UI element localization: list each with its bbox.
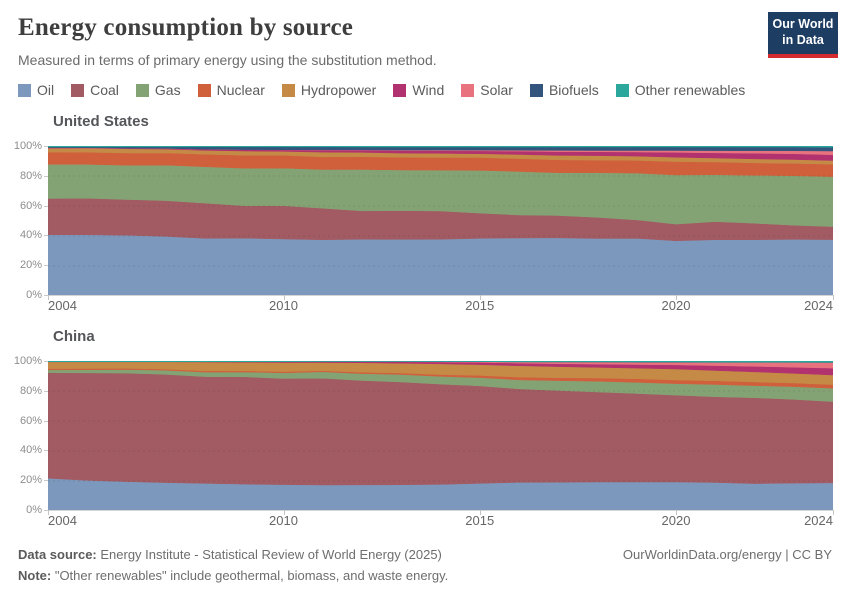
license-label[interactable]: CC BY xyxy=(792,547,832,562)
y-axis-label-100pct: 100% xyxy=(13,355,42,367)
legend-item-wind[interactable]: Wind xyxy=(393,82,444,98)
y-axis-tick xyxy=(44,420,48,422)
stacked-area-svg xyxy=(48,361,833,511)
y-axis-tick xyxy=(44,390,48,392)
legend-swatch xyxy=(461,83,475,97)
data-source-line: Data source: Energy Institute - Statisti… xyxy=(18,547,442,562)
y-axis-label-20pct: 20% xyxy=(19,259,42,272)
note-line: Note: "Other renewables" include geother… xyxy=(18,568,448,583)
data-source-label: Data source: xyxy=(18,547,97,562)
legend-swatch xyxy=(529,83,543,97)
y-axis-label-80pct: 80% xyxy=(19,169,42,182)
legend-item-hydropower[interactable]: Hydropower xyxy=(281,82,377,98)
data-source-text: Energy Institute - Statistical Review of… xyxy=(96,547,442,562)
legend-item-oil[interactable]: Oil xyxy=(18,82,54,98)
area-series-oil[interactable] xyxy=(48,234,833,296)
page-title: Energy consumption by source xyxy=(18,14,354,41)
x-axis-label-2024: 2024 xyxy=(804,298,833,313)
legend-label: Nuclear xyxy=(216,82,265,98)
legend: Oil Coal Gas Nuclear Hydropower Wind Solar Biof… xyxy=(18,82,745,98)
stacked-area-svg xyxy=(48,146,833,296)
legend-label: Coal xyxy=(90,82,119,98)
y-axis-tick xyxy=(44,450,48,452)
legend-label: Wind xyxy=(412,82,445,98)
footer-separator: | xyxy=(781,547,793,562)
owid-logo[interactable]: Our World in Data xyxy=(768,12,838,58)
x-axis-label-2010: 2010 xyxy=(269,298,298,313)
area-series-other-renewables[interactable] xyxy=(48,146,833,148)
chart-subtitle: Measured in terms of primary energy usin… xyxy=(18,52,437,68)
entity-label-china: China xyxy=(53,328,95,345)
legend-item-solar[interactable]: Solar xyxy=(461,82,513,98)
legend-label: Solar xyxy=(480,82,513,98)
entity-label-united-states: United States xyxy=(53,113,149,130)
x-axis-label-2024: 2024 xyxy=(804,513,833,528)
y-axis-label-40pct: 40% xyxy=(19,444,42,457)
y-axis-label-0pct: 0% xyxy=(26,504,42,516)
legend-swatch xyxy=(71,83,85,97)
legend-label: Other renewables xyxy=(634,82,746,98)
y-axis-label-20pct: 20% xyxy=(19,474,42,487)
x-axis-label-2020: 2020 xyxy=(661,513,691,528)
china-stacked-area-plot[interactable]: 0% 20% 40% 60% 80% 100% 2004 2010 2015 2020 2024 xyxy=(0,356,850,536)
y-axis-tick xyxy=(44,510,48,511)
x-axis-tick xyxy=(283,295,285,300)
x-axis-tick xyxy=(833,295,834,300)
footer-link-line: OurWorldinData.org/energy | CC BY xyxy=(623,547,832,562)
x-axis-line xyxy=(48,295,833,296)
legend-label: Gas xyxy=(154,82,181,98)
united-states-stacked-area-plot[interactable]: 0% 20% 40% 60% 80% 100% 2004 2010 2015 2020 2024 xyxy=(0,141,850,321)
legend-item-coal[interactable]: Coal xyxy=(71,82,119,98)
note-label: Note: xyxy=(18,568,52,583)
legend-label: Biofuels xyxy=(548,82,599,98)
legend-swatch xyxy=(197,83,211,97)
area-series-other-renewables[interactable] xyxy=(48,361,833,363)
y-axis-label-100pct: 100% xyxy=(13,140,42,152)
y-axis-label-40pct: 40% xyxy=(19,229,42,242)
owid-logo-line1: Our World xyxy=(772,17,834,32)
legend-swatch xyxy=(393,83,407,97)
x-axis-tick xyxy=(676,295,677,300)
x-axis-tick xyxy=(479,295,481,300)
owid-energy-link[interactable]: OurWorldinData.org/energy xyxy=(622,547,782,562)
y-axis-tick xyxy=(44,295,48,296)
x-axis-label-2010: 2010 xyxy=(269,513,298,528)
y-axis-tick xyxy=(44,175,48,177)
x-axis-label-2020: 2020 xyxy=(661,298,691,313)
y-axis-tick xyxy=(44,361,48,362)
x-axis-label-2015: 2015 xyxy=(465,298,495,313)
legend-swatch xyxy=(135,83,149,97)
note-text: "Other renewables" include geothermal, b… xyxy=(51,568,449,583)
y-axis-tick xyxy=(44,205,48,207)
legend-item-gas[interactable]: Gas xyxy=(135,82,181,98)
x-axis-line xyxy=(48,510,833,511)
y-axis-label-60pct: 60% xyxy=(19,414,42,427)
x-axis-label-2004: 2004 xyxy=(48,298,77,313)
x-axis-tick xyxy=(48,510,49,515)
y-axis-label-80pct: 80% xyxy=(19,384,42,397)
legend-label: Hydropower xyxy=(300,82,377,98)
legend-swatch xyxy=(18,83,31,97)
x-axis-tick xyxy=(676,510,677,515)
legend-item-biofuels[interactable]: Biofuels xyxy=(529,82,599,98)
y-axis-tick xyxy=(44,146,48,147)
x-axis-tick xyxy=(48,295,49,300)
y-axis-label-0pct: 0% xyxy=(26,289,42,301)
y-axis-tick xyxy=(44,480,48,482)
x-axis-tick xyxy=(479,510,481,515)
y-axis-label-60pct: 60% xyxy=(19,199,42,212)
owid-logo-line2: in Data xyxy=(782,33,824,47)
legend-swatch xyxy=(615,83,629,97)
legend-label: Oil xyxy=(37,82,55,98)
legend-swatch xyxy=(281,83,295,97)
y-axis-tick xyxy=(44,265,48,267)
legend-item-nuclear[interactable]: Nuclear xyxy=(197,82,265,98)
y-axis-tick xyxy=(44,235,48,237)
x-axis-tick xyxy=(833,510,834,515)
x-axis-label-2015: 2015 xyxy=(465,513,495,528)
x-axis-label-2004: 2004 xyxy=(48,513,77,528)
legend-item-other-renewables[interactable]: Other renewables xyxy=(615,82,746,98)
x-axis-tick xyxy=(283,510,285,515)
